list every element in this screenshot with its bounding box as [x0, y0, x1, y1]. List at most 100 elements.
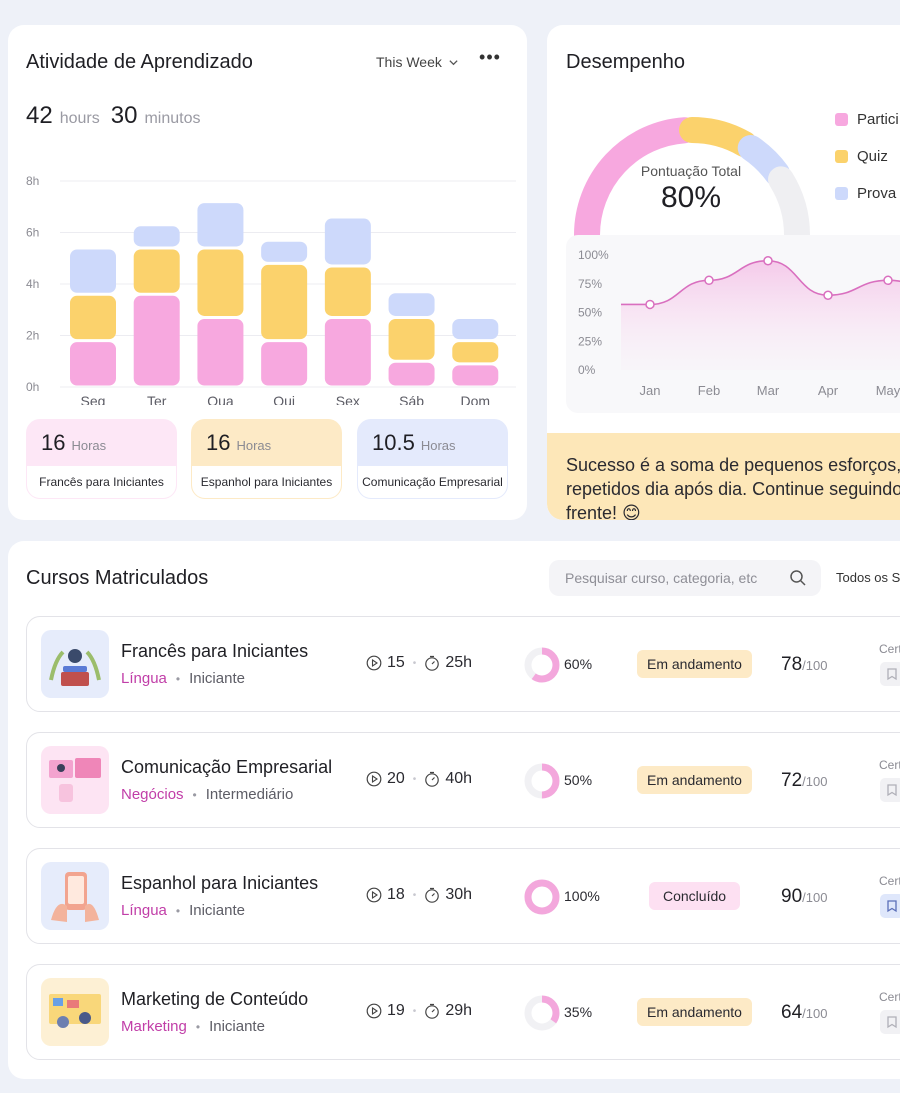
- separator-dot: •: [412, 889, 417, 901]
- course-row[interactable]: Comunicação Empresarial Negócios • Intermed…: [26, 732, 900, 828]
- bar-segment: [133, 249, 180, 293]
- course-score: 64/100: [781, 1002, 827, 1024]
- lessons-count: 19: [387, 1002, 405, 1019]
- x-tick-label: Ter: [147, 393, 167, 405]
- y-tick-label: 2h: [26, 329, 39, 343]
- enrolled-courses-card: Cursos Matriculados Todos os S Francês p…: [8, 541, 900, 1079]
- search-box: [549, 560, 821, 596]
- course-meta: Marketing • Iniciante: [121, 1018, 265, 1035]
- course-thumbnail: [41, 630, 109, 698]
- score-max: /100: [802, 1006, 828, 1021]
- certificate-icon[interactable]: [880, 894, 900, 918]
- total-minutes: 30: [110, 102, 138, 129]
- y-tick-label: 100%: [578, 248, 609, 262]
- hours-unit: Horas: [420, 438, 456, 453]
- x-tick-label: May: [876, 383, 900, 398]
- certificate-icon[interactable]: [880, 778, 900, 802]
- progress-ring-fill: [524, 879, 560, 915]
- course-title[interactable]: Francês para Iniciantes: [121, 641, 309, 661]
- y-tick-label: 25%: [578, 334, 602, 348]
- bar-segment: [388, 293, 435, 316]
- y-tick-label: 75%: [578, 277, 602, 291]
- hours-value-row: 10.5 Horas: [372, 430, 456, 456]
- separator-dot: •: [195, 1019, 201, 1034]
- legend-label: Prova: [857, 185, 897, 202]
- course-hours-box: 16 Horas Francês para Iniciantes: [26, 419, 177, 499]
- bar-segment: [261, 342, 308, 386]
- progress-ring: [524, 763, 560, 799]
- total-minutes-unit: minutos: [144, 110, 201, 127]
- course-category: Marketing: [121, 1018, 187, 1035]
- x-tick-label: Qua: [207, 393, 234, 405]
- course-title[interactable]: Espanhol para Iniciantes: [121, 873, 319, 893]
- course-title[interactable]: Comunicação Empresarial: [121, 757, 333, 777]
- x-tick-label: Seg: [81, 393, 106, 405]
- data-point: [763, 256, 773, 266]
- course-level: Iniciante: [209, 1018, 265, 1035]
- hours-unit: Horas: [71, 438, 107, 453]
- y-tick-label: 4h: [26, 277, 39, 291]
- search-icon[interactable]: [789, 569, 807, 587]
- status-badge: Em andamento: [637, 650, 752, 678]
- lessons-icon: [366, 655, 387, 671]
- bar-segment: [197, 318, 244, 386]
- course-thumbnail: [41, 862, 109, 930]
- course-level: Iniciante: [189, 902, 245, 919]
- lessons-count: 15: [387, 654, 405, 671]
- progress-percent: 50%: [564, 772, 593, 788]
- separator-dot: •: [412, 657, 417, 669]
- course-meta: Língua • Iniciante: [121, 670, 245, 687]
- course-row[interactable]: Marketing de Conteúdo Marketing • Iniciante…: [26, 964, 900, 1060]
- course-level: Intermediário: [205, 786, 294, 803]
- progress-ring-fill: [524, 763, 560, 799]
- performance-card: Desempenho Pontuação Total 80% Partici Qu…: [547, 25, 900, 520]
- y-tick-label: 0h: [26, 380, 39, 394]
- course-thumbnail: [41, 746, 109, 814]
- course-stats: 15 • 25h: [366, 654, 472, 672]
- course-stats: 19 • 29h: [366, 1002, 472, 1020]
- bar-segment: [324, 318, 371, 386]
- x-tick-label: Qui: [273, 393, 295, 405]
- certificate-label: Cert: [879, 642, 900, 656]
- course-meta: Negócios • Intermediário: [121, 786, 293, 803]
- certificate-label: Cert: [879, 874, 900, 888]
- bar-segment: [452, 342, 499, 363]
- progress-ring-fill: [524, 995, 560, 1031]
- line-area: [621, 260, 900, 370]
- learning-activity-card: Atividade de Aprendizado This Week ••• 4…: [8, 25, 527, 520]
- course-row[interactable]: Espanhol para Iniciantes Língua • Iniciante…: [26, 848, 900, 944]
- status-filter-dropdown[interactable]: Todos os S: [836, 570, 900, 585]
- progress-ring-fill: [524, 647, 560, 683]
- status-badge: Concluído: [649, 882, 741, 910]
- course-score: 90/100: [781, 886, 827, 908]
- search-input[interactable]: [565, 560, 785, 596]
- legend-item: Quiz: [835, 148, 888, 165]
- score-max: /100: [802, 658, 828, 673]
- bar-segment: [324, 218, 371, 265]
- course-category: Língua: [121, 902, 167, 919]
- data-point: [704, 275, 714, 286]
- score-max: /100: [802, 774, 828, 789]
- certificate-icon[interactable]: [880, 662, 900, 686]
- lessons-icon: [366, 771, 387, 787]
- course-hours-box: 10.5 Horas Comunicação Empresarial: [357, 419, 508, 499]
- course-level: Iniciante: [189, 670, 245, 687]
- status-badge: Em andamento: [637, 766, 752, 794]
- course-title[interactable]: Marketing de Conteúdo: [121, 989, 309, 1009]
- legend-swatch: [835, 113, 848, 126]
- course-score: 78/100: [781, 654, 827, 676]
- bar-segment: [388, 318, 435, 360]
- bar-segment: [197, 249, 244, 316]
- hours-unit: Horas: [236, 438, 272, 453]
- more-options-icon[interactable]: •••: [479, 47, 501, 67]
- period-dropdown[interactable]: This Week: [376, 54, 459, 70]
- certificate-icon[interactable]: [880, 1010, 900, 1034]
- score-value: 72: [781, 770, 803, 791]
- performance-title: Desempenho: [566, 51, 685, 73]
- score-gauge: [574, 117, 810, 245]
- score-value: 64: [781, 1002, 803, 1023]
- course-row[interactable]: Francês para Iniciantes Língua • Iniciante 1…: [26, 616, 900, 712]
- timer-icon: [424, 771, 445, 787]
- timer-icon: [424, 1003, 445, 1019]
- separator-dot: •: [192, 787, 197, 802]
